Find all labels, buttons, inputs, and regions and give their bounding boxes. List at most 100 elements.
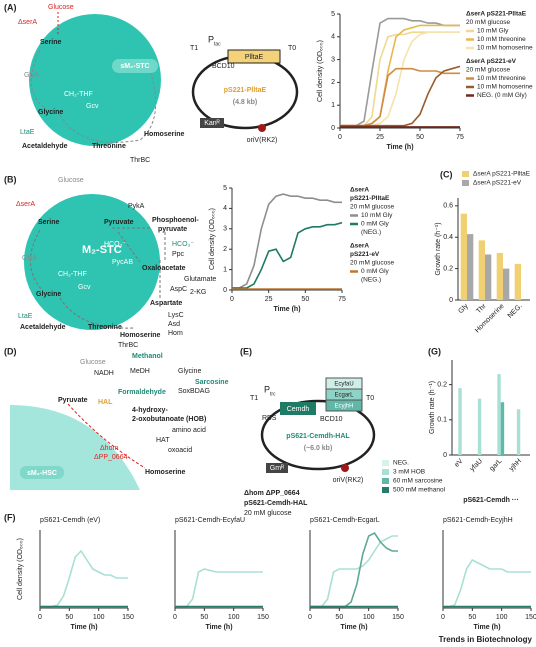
deletion: ΔserA [18,19,37,26]
legend-swatch [382,487,389,493]
y-tick-label: 4 [223,205,227,212]
y-tick-label: 2 [223,246,227,253]
x-axis-label: pS621-Cemdh ··· [463,497,519,504]
module-shape [24,194,160,330]
metabolite: Glycine [36,291,61,298]
y-axis-label: Cell density (OD₆₀₀) [209,208,216,270]
gene-box [227,49,281,64]
line-series [232,193,342,289]
x-tick-label: 50 [200,614,208,621]
enzyme: Ppc [172,251,185,258]
module-box [20,466,64,479]
metabolite: Pyruvate [58,397,88,404]
x-tick-label: 25 [376,134,384,141]
x-axis-label: Time (h) [273,306,300,313]
panel-d-diagram: (D) Glucose Methanol NADH MeDH Glycine S… [4,346,229,490]
module-shape [29,14,161,146]
y-tick-label: 0 [443,452,447,459]
x-tick-label: 0 [38,614,42,621]
module-name: sM₂-HSC [27,470,57,477]
metabolite: Glucose [80,359,106,366]
y-tick-label: 5 [331,11,335,18]
line-series [232,221,343,289]
deletion: ΔserA [16,201,35,208]
metabolite: oxoacid [168,447,192,454]
y-tick-label: 0.2 [443,265,453,272]
y-tick-label: 0.6 [443,203,453,210]
bcd: BCD10 [212,63,235,70]
x-tick-label: 100 [228,614,240,621]
promoter: P [208,34,214,44]
metabolite: Glycine [178,368,201,375]
x-tick-label: 50 [65,614,73,621]
metabolite: Glucose [48,4,74,11]
enzyme: Gcv [86,103,99,110]
legend-title: ΔserA pS221-eV [466,58,517,65]
plasmid-backbone [260,399,376,471]
panel-label: (B) [4,174,17,184]
metabolite: CH₂-THF [58,271,87,278]
legend-swatch [382,469,389,475]
metabolite: amino acid [172,427,206,434]
metabolite: Homoserine [145,469,186,476]
enzyme: LtaE [18,313,33,320]
x-tick-label: eV [453,458,464,469]
ori [258,124,266,132]
ori [341,464,349,472]
legend-label: ΔserA pS221-eV [473,180,522,187]
promoter-sub: trc [270,391,276,397]
y-tick-label: 0.1 [437,417,447,424]
metabolite: 4-hydroxy- [132,407,168,414]
enzyme: PycAB [112,259,133,266]
enzyme: LtaE [20,129,35,136]
line-series [40,549,128,608]
module-name: sM₂-STC [120,63,149,70]
metabolite: Glycine [38,109,63,116]
y-tick-label: 3 [223,226,227,233]
chart-title: pS621-Cemdh-EcgarL [310,517,380,524]
x-tick-label: 150 [525,614,536,621]
gene: PlltaE [245,54,264,61]
y-tick-label: 1 [223,266,227,273]
x-tick-label: 0 [338,134,342,141]
legend-label: 60 mM sarcosine [393,478,443,485]
marker-box [200,118,224,128]
plasmid-size: (~6.0 kb) [304,445,333,452]
legend-title: pS221-eV [350,251,380,258]
deletion: ΔPP_0664 [94,454,128,461]
gene: EcgarL [334,393,354,399]
legend-swatch [382,460,389,466]
legend-label: 10 mM homoserine [477,45,533,52]
legend-label: 10 mM Gly [361,212,393,219]
enzyme: HAL [98,399,113,406]
plasmid-name: pS621-Cemdh-HAL [286,433,350,440]
enzyme: LysC [168,312,184,319]
metabolite: Pyruvate [104,219,134,226]
y-axis-label: Growth rate (h⁻¹) [429,381,436,434]
bar [460,213,467,300]
panel-label: (E) [240,346,252,356]
metabolite: Formaldehyde [118,389,166,396]
legend-label: NEG. (0 mM Gly) [477,92,527,99]
strain: 20 mM glucose [244,510,292,517]
deletion: Δhom [100,445,118,452]
y-axis-label: Cell density (OD₆₀₀) [317,40,324,102]
x-tick-label: Thr [475,302,488,315]
enzyme: ThrBC [130,157,150,164]
y-tick-label: 3 [331,56,335,63]
y-tick-label: 0 [331,125,335,132]
x-tick-label: 50 [468,614,476,621]
legend-note: (NEG.) [361,277,381,284]
pathway-arrow [30,227,166,329]
x-axis-label: Time (h) [340,624,367,631]
gene: Cemdh [287,406,310,413]
enzyme: Gcv [78,284,91,291]
x-tick-label: yjhH [508,458,523,473]
line-series [340,65,461,127]
metabolite: 2-oxobutanoate (HOB) [132,416,206,423]
enzyme: MeDH [130,368,150,375]
promoter: P [264,384,270,394]
footer: Trends in Biotechnology [439,635,533,644]
legend-title: 20 mM glucose [466,19,510,26]
terminator: T0 [366,395,374,402]
